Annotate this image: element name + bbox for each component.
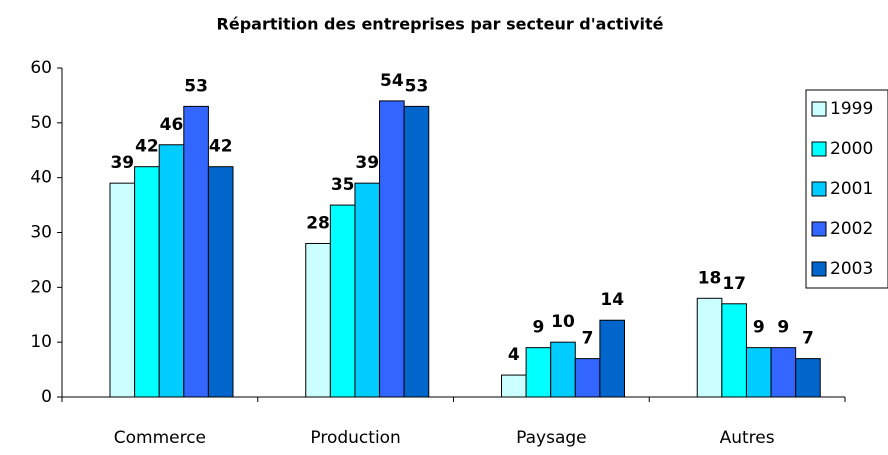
bar xyxy=(109,182,136,398)
value-label: 18 xyxy=(698,268,722,288)
legend-label: 2003 xyxy=(830,259,873,279)
y-tick-label: 30 xyxy=(30,223,52,243)
value-label: 53 xyxy=(184,76,208,96)
value-label: 39 xyxy=(355,153,379,173)
bar xyxy=(770,347,797,398)
bar xyxy=(207,166,234,398)
legend-label: 2000 xyxy=(830,139,873,159)
x-tick-label: Production xyxy=(310,428,400,448)
bar xyxy=(305,242,331,398)
legend-label: 2001 xyxy=(830,179,873,199)
legend-swatch xyxy=(811,181,827,197)
value-label: 14 xyxy=(600,290,624,310)
y-tick-label: 60 xyxy=(30,58,52,78)
bar xyxy=(525,347,552,398)
value-label: 17 xyxy=(722,274,746,294)
chart-title: Répartition des entreprises par secteur … xyxy=(217,15,664,34)
bar xyxy=(403,105,430,398)
x-tick-label: Paysage xyxy=(516,428,587,448)
bar xyxy=(721,303,747,398)
legend-swatch xyxy=(811,101,827,117)
bar xyxy=(158,144,185,398)
value-label: 9 xyxy=(532,318,544,338)
value-label: 28 xyxy=(306,213,330,233)
y-tick-label: 20 xyxy=(30,277,52,297)
bar xyxy=(501,374,527,398)
value-label: 53 xyxy=(405,76,429,96)
bar xyxy=(329,204,356,398)
value-label: 7 xyxy=(582,329,594,349)
value-label: 42 xyxy=(135,137,159,157)
bar xyxy=(134,166,160,398)
y-tick-label: 0 xyxy=(41,387,52,407)
value-label: 42 xyxy=(209,137,233,157)
legend-swatch xyxy=(811,261,827,277)
value-label: 9 xyxy=(777,318,789,338)
y-tick-label: 10 xyxy=(30,332,52,352)
x-tick-label: Autres xyxy=(720,428,775,448)
bar xyxy=(354,182,381,398)
value-label: 10 xyxy=(551,312,575,332)
x-tick-label: Commerce xyxy=(114,428,206,448)
bar xyxy=(795,358,821,398)
bar xyxy=(599,319,626,398)
bar xyxy=(183,105,209,398)
legend-label: 2002 xyxy=(830,219,873,239)
value-label: 7 xyxy=(802,329,814,349)
y-tick-label: 40 xyxy=(30,168,52,188)
bar xyxy=(379,100,405,398)
bar xyxy=(574,358,601,398)
value-label: 4 xyxy=(508,345,520,365)
value-label: 39 xyxy=(110,153,134,173)
bar xyxy=(745,347,772,398)
bar xyxy=(696,297,723,398)
value-label: 35 xyxy=(331,175,355,195)
value-label: 46 xyxy=(160,115,184,135)
legend-swatch xyxy=(811,221,827,237)
legend-swatch xyxy=(811,141,827,157)
y-tick-label: 50 xyxy=(30,113,52,133)
value-label: 54 xyxy=(380,71,404,91)
bar xyxy=(550,341,576,398)
value-label: 9 xyxy=(753,318,765,338)
legend-label: 1999 xyxy=(830,99,873,119)
